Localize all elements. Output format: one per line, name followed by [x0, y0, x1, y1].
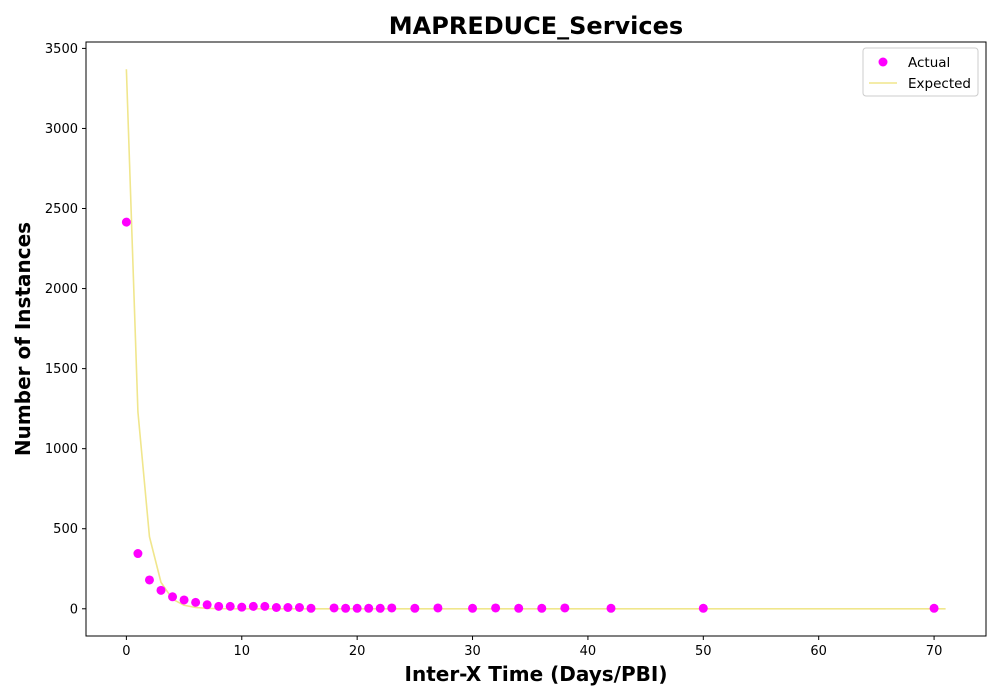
actual-point [248, 601, 258, 611]
legend-actual-marker [878, 57, 888, 67]
actual-point [698, 603, 708, 613]
y-tick-label: 0 [70, 602, 78, 617]
x-tick-label: 40 [580, 644, 597, 659]
plot-area [121, 69, 946, 613]
actual-point [179, 595, 189, 605]
x-axis-label: Inter-X Time (Days/PBI) [405, 662, 668, 686]
actual-point [271, 603, 281, 613]
x-tick-label: 30 [464, 644, 481, 659]
actual-point [202, 600, 212, 610]
actual-point [491, 603, 501, 613]
y-tick-label: 2000 [45, 282, 78, 297]
x-tick-label: 50 [695, 644, 712, 659]
actual-point [214, 601, 224, 611]
y-tick-label: 3500 [45, 42, 78, 57]
chart-title: MAPREDUCE_Services [389, 12, 683, 40]
y-tick-label: 1500 [45, 362, 78, 377]
actual-point [364, 603, 374, 613]
actual-point [191, 597, 201, 607]
actual-point [929, 603, 939, 613]
x-tick-label: 0 [122, 644, 130, 659]
actual-point [225, 601, 235, 611]
actual-point [560, 603, 570, 613]
legend: Actual Expected [862, 47, 979, 97]
actual-point [168, 592, 178, 602]
x-tick-label: 10 [233, 644, 250, 659]
actual-point [387, 603, 397, 613]
x-tick-label: 70 [926, 644, 943, 659]
axes: 0 10 20 30 40 50 60 70 0 500 1000 1500 2000 2500 3000 3… [45, 41, 987, 659]
actual-point [375, 603, 385, 613]
y-axis-label: Number of Instances [11, 222, 35, 456]
actual-point [133, 549, 143, 559]
actual-point [294, 603, 304, 613]
y-tick-label: 2500 [45, 202, 78, 217]
actual-point [260, 601, 270, 611]
x-tick-label: 60 [810, 644, 827, 659]
actual-point [237, 602, 247, 612]
expected-line [125, 69, 946, 610]
actual-point [144, 575, 154, 585]
y-tick-label: 500 [53, 522, 78, 537]
legend-actual-label: Actual [908, 55, 950, 71]
actual-point [156, 585, 166, 595]
actual-point [306, 603, 316, 613]
actual-point [121, 217, 131, 227]
actual-point [433, 603, 443, 613]
y-tick-label: 1000 [45, 442, 78, 457]
x-tick-label: 20 [349, 644, 366, 659]
actual-point [606, 603, 616, 613]
legend-box [862, 47, 979, 97]
actual-point [537, 603, 547, 613]
actual-point [468, 603, 478, 613]
actual-point [352, 603, 362, 613]
actual-point [329, 603, 339, 613]
actual-point [341, 603, 351, 613]
actual-point [514, 603, 524, 613]
legend-expected-label: Expected [908, 76, 971, 92]
y-tick-label: 3000 [45, 122, 78, 137]
plot-frame [85, 41, 987, 637]
actual-point [410, 603, 420, 613]
actual-point [283, 603, 293, 613]
